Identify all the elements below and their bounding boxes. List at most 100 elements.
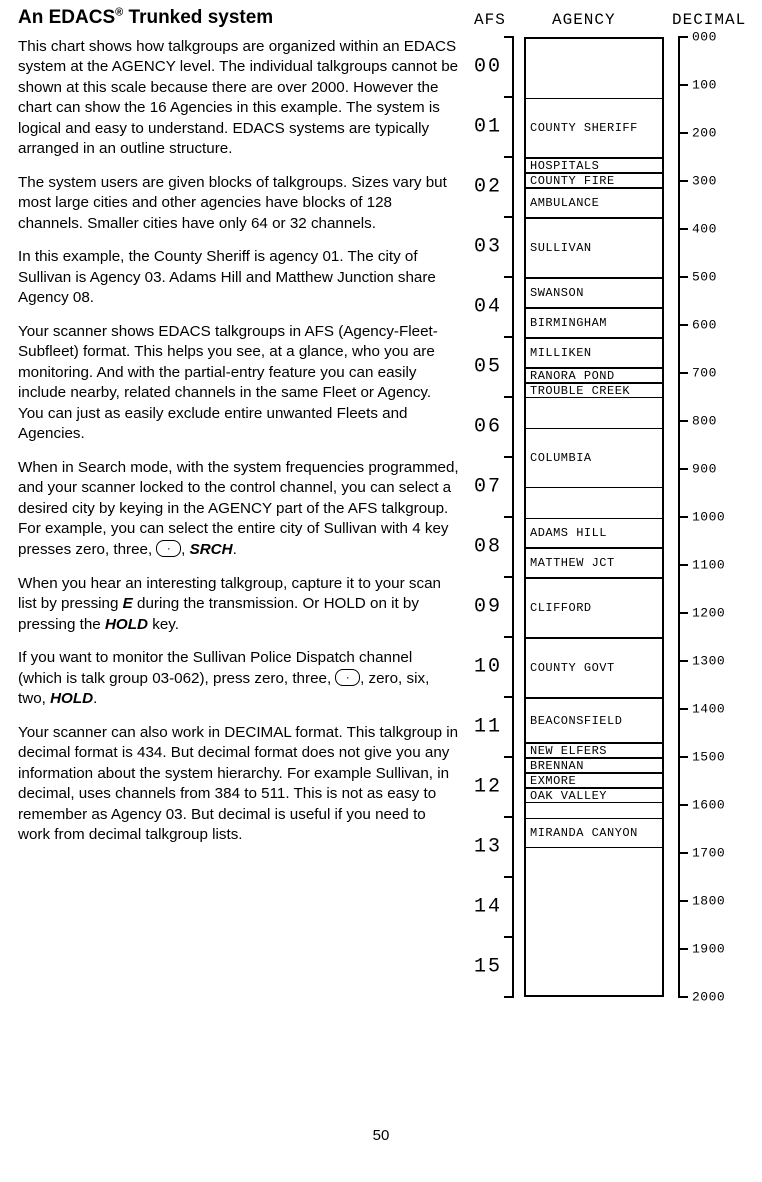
afs-tick [504, 816, 514, 818]
decimal-tick [678, 516, 688, 518]
decimal-tick [678, 228, 688, 230]
afs-axis: 00010203040506070809101112131415 [472, 37, 518, 997]
agency-block: BRENNAN [526, 758, 662, 773]
decimal-label: 300 [692, 174, 717, 189]
agency-block: SULLIVAN [526, 218, 662, 278]
decimal-tick [678, 420, 688, 422]
decimal-label: 600 [692, 318, 717, 333]
afs-label: 12 [474, 776, 502, 799]
agency-block: COUNTY FIRE [526, 173, 662, 188]
afs-label: 07 [474, 476, 502, 499]
agency-block: COUNTY GOVT [526, 638, 662, 698]
paragraph: Your scanner can also work in DECIMAL fo… [18, 723, 460, 846]
paragraph: In this example, the County Sheriff is a… [18, 247, 460, 309]
afs-tick [504, 516, 514, 518]
decimal-label: 2000 [692, 990, 725, 1005]
body-text: An EDACS® Trunked system This chart show… [18, 5, 460, 1005]
agency-block: RANORA POND [526, 368, 662, 383]
decimal-label: 1800 [692, 894, 725, 909]
decimal-label: 400 [692, 222, 717, 237]
agency-block: COUNTY SHERIFF [526, 98, 662, 158]
header-decimal: DECIMAL [672, 11, 746, 29]
decimal-tick [678, 468, 688, 470]
afs-label: 09 [474, 596, 502, 619]
page-number: 50 [0, 1127, 762, 1144]
chart-column: AFS AGENCY DECIMAL 000102030405060708091… [472, 5, 744, 1005]
paragraph: When you hear an interesting talkgroup, … [18, 574, 460, 636]
agency-block: MILLIKEN [526, 338, 662, 368]
afs-label: 02 [474, 176, 502, 199]
decimal-axis: 0001002003004005006007008009001000110012… [678, 37, 738, 997]
decimal-tick [678, 564, 688, 566]
afs-label: 03 [474, 236, 502, 259]
afs-tick [504, 756, 514, 758]
decimal-label: 100 [692, 78, 717, 93]
decimal-tick [678, 660, 688, 662]
afs-tick [504, 336, 514, 338]
afs-tick [504, 576, 514, 578]
decimal-tick [678, 276, 688, 278]
agency-block: CLIFFORD [526, 578, 662, 638]
decimal-tick [678, 996, 688, 998]
agency-block: EXMORE [526, 773, 662, 788]
edacs-chart: AFS AGENCY DECIMAL 000102030405060708091… [472, 5, 742, 1005]
afs-label: 04 [474, 296, 502, 319]
page-title: An EDACS® Trunked system [18, 5, 460, 31]
paragraph: Your scanner shows EDACS talkgroups in A… [18, 322, 460, 445]
afs-label: 14 [474, 896, 502, 919]
afs-tick [504, 216, 514, 218]
decimal-tick [678, 36, 688, 38]
decimal-label: 1400 [692, 702, 725, 717]
decimal-label: 500 [692, 270, 717, 285]
afs-tick [504, 456, 514, 458]
afs-tick [504, 96, 514, 98]
decimal-tick [678, 708, 688, 710]
title-pre: An EDACS [18, 7, 115, 28]
afs-label: 05 [474, 356, 502, 379]
afs-label: 15 [474, 956, 502, 979]
decimal-label: 1200 [692, 606, 725, 621]
afs-label: 10 [474, 656, 502, 679]
afs-label: 06 [474, 416, 502, 439]
afs-label: 00 [474, 56, 502, 79]
decimal-label: 1100 [692, 558, 725, 573]
agency-block: BIRMINGHAM [526, 308, 662, 338]
decimal-label: 900 [692, 462, 717, 477]
header-afs: AFS [474, 11, 506, 29]
agency-block: BEACONSFIELD [526, 698, 662, 743]
afs-label: 11 [474, 716, 502, 739]
decimal-tick [678, 804, 688, 806]
decimal-label: 700 [692, 366, 717, 381]
agency-block: MATTHEW JCT [526, 548, 662, 578]
decimal-tick [678, 948, 688, 950]
afs-tick [504, 876, 514, 878]
decimal-tick [678, 756, 688, 758]
afs-tick [504, 936, 514, 938]
decimal-label: 1700 [692, 846, 725, 861]
afs-tick [504, 276, 514, 278]
paragraph: When in Search mode, with the system fre… [18, 458, 460, 561]
afs-tick [504, 636, 514, 638]
paragraph: This chart shows how talkgroups are orga… [18, 37, 460, 160]
agency-column: COUNTY SHERIFFHOSPITALSCOUNTY FIREAMBULA… [524, 37, 664, 997]
decimal-label: 1000 [692, 510, 725, 525]
paragraph: The system users are given blocks of tal… [18, 173, 460, 235]
title-post: Trunked system [123, 7, 273, 28]
afs-tick [504, 996, 514, 998]
agency-block: HOSPITALS [526, 158, 662, 173]
agency-block: NEW ELFERS [526, 743, 662, 758]
decimal-tick [678, 372, 688, 374]
decimal-label: 1600 [692, 798, 725, 813]
agency-block: MIRANDA CANYON [526, 818, 662, 848]
decimal-tick [678, 900, 688, 902]
agency-block: OAK VALLEY [526, 788, 662, 803]
decimal-label: 1900 [692, 942, 725, 957]
decimal-label: 1300 [692, 654, 725, 669]
agency-block: ADAMS HILL [526, 518, 662, 548]
decimal-tick [678, 132, 688, 134]
afs-tick [504, 36, 514, 38]
decimal-tick [678, 852, 688, 854]
afs-tick [504, 696, 514, 698]
decimal-tick [678, 180, 688, 182]
decimal-tick [678, 84, 688, 86]
